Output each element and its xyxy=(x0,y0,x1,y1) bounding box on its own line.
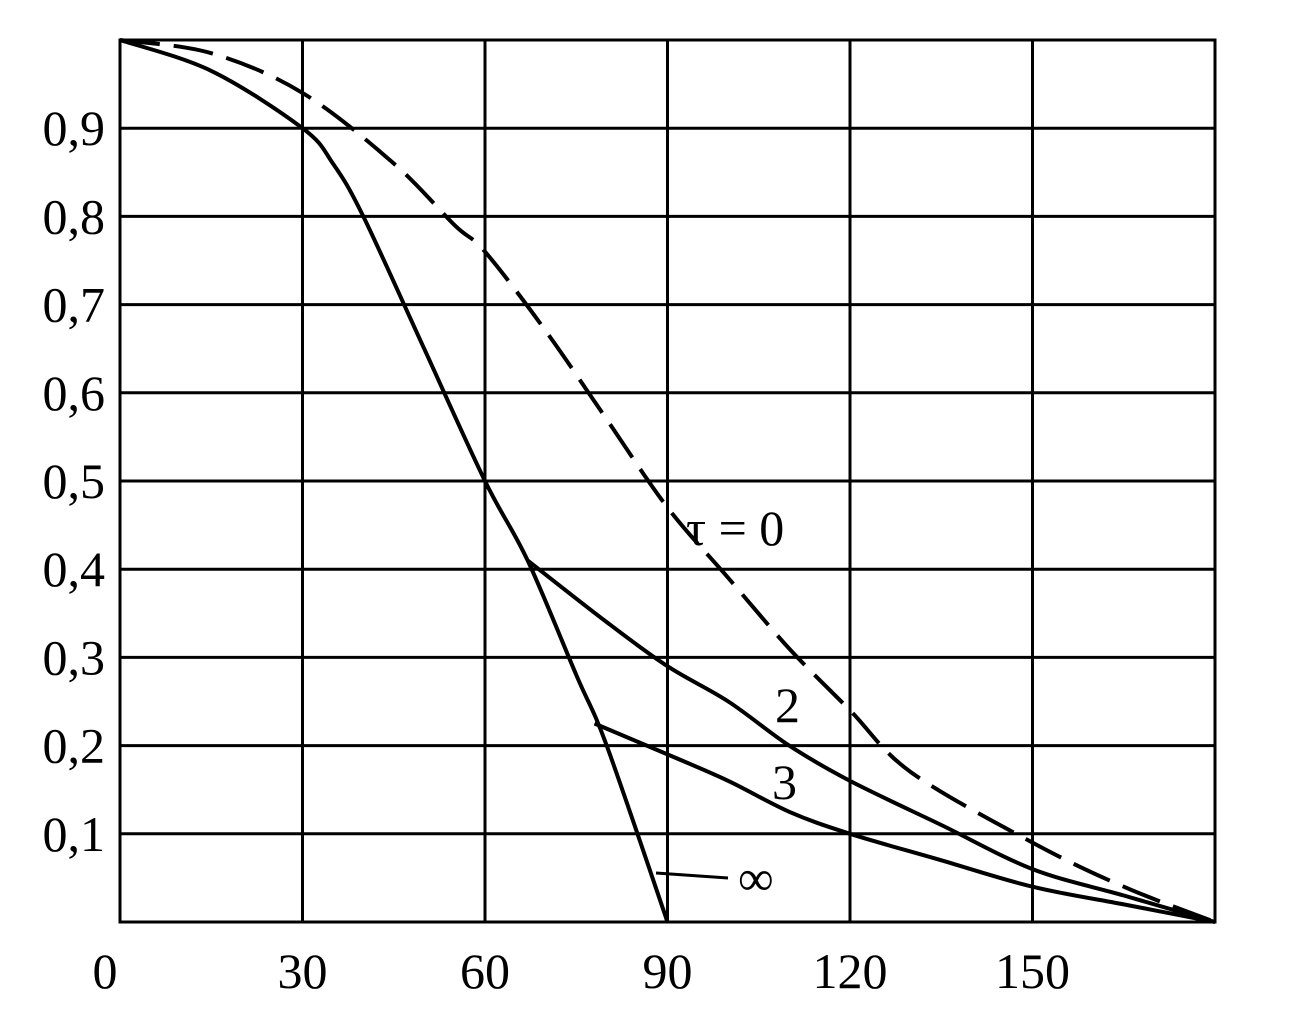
annotations: τ = 0 2 3 ∞ xyxy=(655,500,800,906)
label-tau-zero: τ = 0 xyxy=(686,500,784,556)
series-infinity xyxy=(119,38,670,923)
x-tick-labels: 0 30 60 90 120 150 xyxy=(93,943,1071,999)
label-curve-2: 2 xyxy=(775,677,800,733)
y-tick-labels: 0,1 0,2 0,3 0,4 0,5 0,6 0,7 0,8 0,9 xyxy=(43,100,106,862)
series-2 xyxy=(526,558,1216,924)
x-tick-label-0: 0 xyxy=(93,943,118,999)
label-curve-3: 3 xyxy=(772,754,797,810)
x-tick-label-30: 30 xyxy=(278,943,328,999)
series-3 xyxy=(593,721,1216,924)
label-infinity-leader xyxy=(655,871,729,880)
y-tick-label-0-3: 0,3 xyxy=(43,629,106,685)
series-group xyxy=(119,38,1216,924)
x-tick-label-90: 90 xyxy=(643,943,693,999)
label-infinity: ∞ xyxy=(738,850,774,906)
y-tick-label-0-8: 0,8 xyxy=(43,188,106,244)
y-tick-label-0-1: 0,1 xyxy=(43,806,106,862)
grid xyxy=(118,38,1217,924)
x-tick-label-60: 60 xyxy=(460,943,510,999)
y-tick-label-0-6: 0,6 xyxy=(43,365,106,421)
x-tick-label-150: 150 xyxy=(995,943,1070,999)
series-tau-0 xyxy=(119,38,1216,924)
y-tick-label-0-2: 0,2 xyxy=(43,718,106,774)
y-tick-label-0-5: 0,5 xyxy=(43,453,106,509)
y-tick-label-0-7: 0,7 xyxy=(43,277,106,333)
y-tick-label-0-4: 0,4 xyxy=(43,541,106,597)
x-tick-label-120: 120 xyxy=(813,943,888,999)
y-tick-label-0-9: 0,9 xyxy=(43,100,106,156)
